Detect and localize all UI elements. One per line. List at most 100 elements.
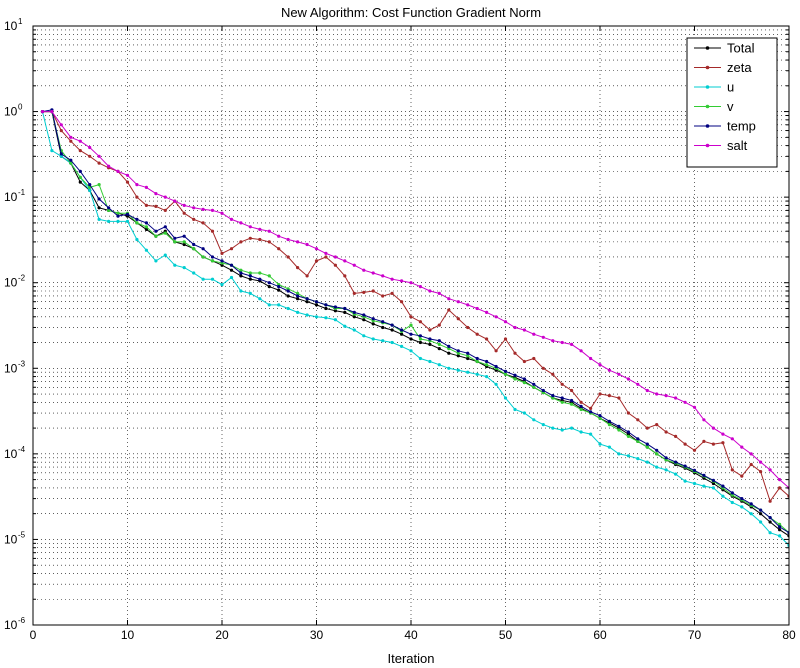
data-point-zeta — [418, 320, 422, 324]
data-point-v — [607, 423, 612, 427]
data-point-v — [598, 416, 602, 420]
series-line-temp — [42, 109, 789, 534]
data-point-salt — [475, 306, 479, 311]
data-point-salt — [626, 377, 631, 381]
data-point-v — [447, 347, 451, 351]
series-Total — [40, 110, 789, 538]
data-point-u — [740, 505, 744, 509]
data-point-v — [69, 161, 73, 165]
data-point-temp — [88, 183, 92, 187]
data-point-temp — [229, 263, 234, 267]
data-point-v — [182, 240, 186, 244]
data-point-zeta — [560, 382, 564, 386]
data-point-Total — [352, 315, 356, 319]
data-point-zeta — [210, 229, 215, 233]
data-point-temp — [456, 349, 460, 353]
series-line-Total — [42, 111, 789, 537]
data-point-salt — [749, 452, 753, 456]
data-point-salt — [163, 195, 167, 199]
data-point-zeta — [598, 392, 602, 396]
data-point-temp — [343, 306, 347, 311]
data-point-v — [154, 234, 158, 238]
data-point-temp — [522, 377, 527, 381]
data-point-v — [437, 342, 441, 346]
data-point-salt — [371, 271, 375, 275]
data-point-u — [50, 149, 54, 153]
data-point-salt — [522, 328, 527, 332]
data-point-salt — [210, 208, 215, 212]
y-tick-label: 10 — [4, 618, 18, 632]
data-point-salt — [466, 303, 470, 307]
data-point-v — [485, 363, 489, 367]
x-tick-label: 30 — [310, 628, 324, 642]
data-point-temp — [59, 152, 63, 156]
data-point-v — [560, 400, 564, 404]
chart-title: New Algorithm: Cost Function Gradient No… — [281, 5, 541, 20]
data-point-Total — [400, 332, 404, 336]
data-point-salt — [97, 154, 101, 158]
y-tick-label-exponent: -4 — [18, 445, 26, 454]
data-point-v — [418, 337, 422, 341]
data-point-salt — [503, 320, 508, 324]
data-point-zeta — [277, 247, 281, 251]
data-point-u — [229, 275, 234, 280]
data-point-salt — [768, 468, 772, 472]
data-point-salt — [730, 437, 734, 441]
series-u — [40, 110, 789, 548]
data-point-salt — [447, 297, 451, 301]
data-point-zeta — [400, 300, 404, 304]
data-point-Total — [182, 242, 186, 247]
data-point-u — [362, 334, 366, 338]
data-point-zeta — [551, 372, 555, 376]
data-point-u — [182, 266, 186, 270]
data-point-u — [258, 297, 262, 301]
data-point-Total — [229, 268, 234, 272]
data-point-temp — [702, 473, 706, 477]
data-point-Total — [447, 351, 451, 355]
data-point-zeta — [437, 323, 441, 327]
data-point-temp — [286, 289, 290, 293]
data-point-temp — [778, 525, 782, 529]
data-point-u — [97, 217, 101, 221]
data-point-temp — [305, 297, 309, 301]
data-point-zeta — [456, 317, 460, 321]
data-point-zeta — [503, 337, 508, 341]
data-point-Total — [239, 274, 243, 278]
data-point-Total — [314, 303, 319, 307]
series-line-zeta — [42, 111, 789, 503]
data-point-temp — [560, 396, 564, 400]
data-point-salt — [645, 388, 649, 393]
data-point-Total — [409, 337, 413, 341]
legend-item-temp: temp — [694, 119, 756, 134]
y-tick-label: 10 — [4, 19, 18, 33]
data-point-v — [456, 351, 460, 355]
data-point-temp — [239, 271, 243, 275]
data-point-zeta — [125, 180, 130, 184]
data-point-v — [135, 221, 139, 225]
data-point-Total — [381, 325, 385, 330]
legend-item-v: v — [694, 99, 734, 114]
data-point-temp — [503, 369, 508, 373]
data-point-v — [97, 183, 101, 187]
data-point-u — [664, 468, 668, 472]
data-point-temp — [674, 460, 678, 464]
data-point-salt — [69, 135, 73, 139]
y-tick-label-exponent: -2 — [18, 274, 26, 283]
x-axis-label: Iteration — [388, 651, 435, 666]
data-point-zeta — [352, 291, 356, 295]
data-point-zeta — [579, 400, 583, 404]
data-point-u — [437, 363, 441, 367]
data-point-Total — [305, 300, 309, 304]
data-point-Total — [343, 310, 347, 314]
data-point-temp — [626, 430, 631, 434]
data-point-zeta — [390, 291, 394, 295]
data-point-temp — [607, 419, 612, 423]
data-point-u — [286, 306, 290, 311]
data-point-u — [692, 481, 697, 486]
data-point-u — [239, 289, 243, 293]
data-point-salt — [296, 240, 300, 244]
data-point-Total — [286, 294, 290, 298]
data-point-temp — [400, 328, 404, 332]
